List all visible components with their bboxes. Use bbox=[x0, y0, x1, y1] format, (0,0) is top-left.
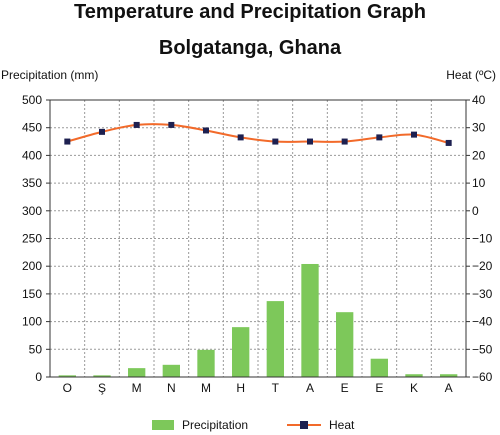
bar-precipitation bbox=[128, 368, 146, 377]
bar-precipitation bbox=[232, 327, 250, 377]
left-tick-label: 150 bbox=[22, 287, 42, 301]
bar-precipitation bbox=[162, 364, 180, 377]
bar-precipitation bbox=[370, 358, 388, 377]
point-heat bbox=[168, 121, 175, 128]
bar-precipitation bbox=[440, 374, 458, 377]
left-tick-label: 450 bbox=[22, 121, 42, 135]
bar-precipitation bbox=[405, 374, 423, 377]
legend-heat: Heat bbox=[287, 418, 354, 432]
right-axis-label: Heat (ºC) bbox=[446, 68, 496, 82]
point-heat bbox=[237, 134, 244, 141]
category-label: M bbox=[201, 381, 211, 395]
point-heat bbox=[99, 128, 105, 135]
category-label: A bbox=[445, 381, 453, 395]
legend-heat-swatch bbox=[287, 420, 321, 430]
point-heat bbox=[445, 139, 452, 146]
bar-precipitation bbox=[197, 349, 215, 377]
category-label: E bbox=[341, 381, 349, 395]
right-tick-label: −20 bbox=[472, 259, 493, 273]
category-label: K bbox=[410, 381, 418, 395]
category-label: A bbox=[306, 381, 314, 395]
left-tick-label: 300 bbox=[22, 204, 42, 218]
category-label: E bbox=[375, 381, 383, 395]
right-tick-label: 0 bbox=[472, 204, 479, 218]
left-tick-label: 400 bbox=[22, 148, 42, 162]
point-heat bbox=[272, 138, 279, 145]
legend-heat-label: Heat bbox=[329, 418, 355, 432]
right-tick-label: 10 bbox=[472, 176, 486, 190]
point-heat bbox=[307, 138, 313, 145]
category-label: Ş bbox=[98, 381, 106, 395]
right-tick-label: −30 bbox=[472, 287, 493, 301]
bar-precipitation bbox=[93, 375, 111, 377]
legend-precipitation-swatch bbox=[152, 420, 174, 430]
left-tick-label: 100 bbox=[22, 315, 42, 329]
right-tick-label: −50 bbox=[472, 342, 493, 356]
left-tick-label: 250 bbox=[22, 232, 42, 246]
legend-precipitation-label: Precipitation bbox=[182, 418, 249, 432]
left-tick-label: 50 bbox=[29, 342, 43, 356]
right-tick-label: −10 bbox=[472, 232, 493, 246]
point-heat bbox=[133, 121, 140, 128]
category-label: N bbox=[167, 381, 176, 395]
chart-title: Temperature and Precipitation Graph bbox=[74, 1, 426, 23]
left-tick-label: 0 bbox=[35, 370, 42, 384]
category-label: O bbox=[63, 381, 72, 395]
bar-precipitation bbox=[336, 312, 354, 377]
left-tick-label: 350 bbox=[22, 176, 42, 190]
chart-plot: 050100150200250300350400450500−60−50−40−… bbox=[22, 93, 493, 395]
point-heat bbox=[411, 131, 417, 138]
category-label: M bbox=[132, 381, 142, 395]
right-tick-label: 40 bbox=[472, 93, 486, 107]
category-label: T bbox=[272, 381, 280, 395]
point-heat bbox=[64, 138, 71, 145]
left-tick-label: 500 bbox=[22, 93, 42, 107]
right-tick-label: −60 bbox=[472, 370, 493, 384]
category-label: H bbox=[236, 381, 245, 395]
left-tick-label: 200 bbox=[22, 259, 42, 273]
right-tick-label: 20 bbox=[472, 148, 486, 162]
bar-precipitation bbox=[58, 375, 76, 377]
bar-precipitation bbox=[266, 301, 284, 377]
bar-precipitation bbox=[301, 263, 319, 377]
right-tick-label: −40 bbox=[472, 315, 493, 329]
point-heat bbox=[376, 134, 383, 141]
right-tick-label: 30 bbox=[472, 121, 486, 135]
left-axis-label: Precipitation (mm) bbox=[1, 68, 99, 82]
legend-precipitation: Precipitation bbox=[152, 418, 248, 432]
point-heat bbox=[203, 127, 209, 134]
chart-subtitle: Bolgatanga, Ghana bbox=[158, 37, 342, 59]
point-heat bbox=[341, 138, 348, 145]
